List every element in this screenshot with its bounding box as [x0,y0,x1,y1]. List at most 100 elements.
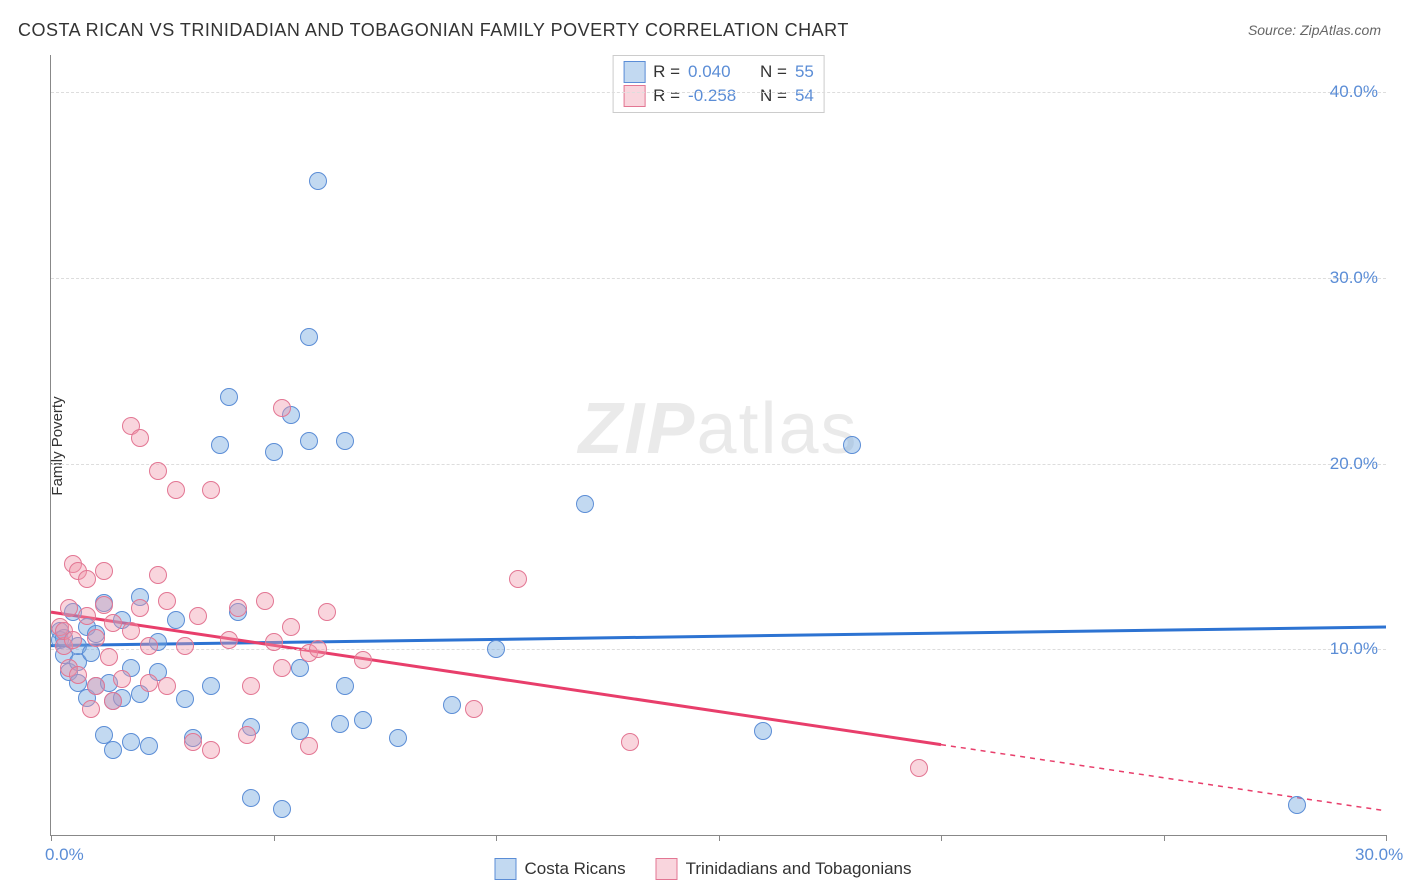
n-label: N = [760,60,787,84]
data-point-costa [389,729,407,747]
stats-legend: R =0.040N =55R =-0.258N =54 [612,55,825,113]
trendline-trinidad [51,612,941,744]
x-tick [496,835,497,841]
data-point-trinidad [95,596,113,614]
data-point-trinidad [465,700,483,718]
data-point-costa [167,611,185,629]
data-point-trinidad [87,677,105,695]
data-point-trinidad [202,481,220,499]
data-point-trinidad [69,666,87,684]
data-point-trinidad [167,481,185,499]
data-point-trinidad [122,622,140,640]
plot-area: ZIPatlas R =0.040N =55R =-0.258N =54 10.… [50,55,1386,836]
n-value-costa: 55 [795,60,814,84]
data-point-trinidad [220,631,238,649]
data-point-costa [354,711,372,729]
data-point-costa [336,677,354,695]
data-point-costa [104,741,122,759]
data-point-trinidad [318,603,336,621]
data-point-costa [336,432,354,450]
data-point-trinidad [113,670,131,688]
data-point-costa [487,640,505,658]
r-label: R = [653,60,680,84]
x-tick [941,835,942,841]
gridline [51,278,1386,279]
stat-row-trinidad: R =-0.258N =54 [623,84,814,108]
swatch-trinidad [623,85,645,107]
x-tick [1164,835,1165,841]
r-label: R = [653,84,680,108]
data-point-costa [242,789,260,807]
n-label: N = [760,84,787,108]
data-point-trinidad [273,399,291,417]
y-tick-label: 10.0% [1330,639,1378,659]
data-point-trinidad [265,633,283,651]
data-point-trinidad [140,674,158,692]
data-point-trinidad [202,741,220,759]
data-point-trinidad [229,599,247,617]
data-point-costa [300,432,318,450]
swatch-costa [623,61,645,83]
data-point-trinidad [621,733,639,751]
data-point-costa [1288,796,1306,814]
data-point-trinidad [300,737,318,755]
data-point-costa [202,677,220,695]
legend-label-costa: Costa Ricans [525,859,626,879]
data-point-trinidad [189,607,207,625]
series-legend: Costa Ricans Trinidadians and Tobagonians [495,858,912,880]
x-tick [1386,835,1387,841]
y-tick-label: 20.0% [1330,454,1378,474]
data-point-costa [331,715,349,733]
data-point-trinidad [64,631,82,649]
data-point-trinidad [354,651,372,669]
data-point-trinidad [309,640,327,658]
data-point-costa [273,800,291,818]
stat-row-costa: R = 0.040 N = 55 [623,60,814,84]
data-point-trinidad [78,607,96,625]
data-point-costa [220,388,238,406]
data-point-costa [309,172,327,190]
data-point-trinidad [131,429,149,447]
data-point-trinidad [176,637,194,655]
chart-title: COSTA RICAN VS TRINIDADIAN AND TOBAGONIA… [18,20,849,41]
x-tick-label: 0.0% [45,845,84,865]
data-point-trinidad [100,648,118,666]
legend-swatch-trinidad [656,858,678,880]
data-point-costa [754,722,772,740]
data-point-trinidad [78,570,96,588]
data-point-trinidad [140,637,158,655]
y-tick-label: 30.0% [1330,268,1378,288]
data-point-costa [843,436,861,454]
trendline-dashed-trinidad [941,745,1386,811]
data-point-costa [443,696,461,714]
x-tick [274,835,275,841]
data-point-costa [122,733,140,751]
data-point-trinidad [149,566,167,584]
y-tick-label: 40.0% [1330,82,1378,102]
data-point-costa [265,443,283,461]
x-tick-label: 30.0% [1355,845,1403,865]
n-value-trinidad: 54 [795,84,814,108]
data-point-trinidad [104,614,122,632]
r-value-costa: 0.040 [688,60,752,84]
data-point-trinidad [104,692,122,710]
x-tick [719,835,720,841]
data-point-trinidad [910,759,928,777]
data-point-costa [300,328,318,346]
data-point-trinidad [238,726,256,744]
legend-swatch-costa [495,858,517,880]
data-point-costa [140,737,158,755]
source-attribution: Source: ZipAtlas.com [1248,22,1381,38]
legend-item-trinidad: Trinidadians and Tobagonians [656,858,912,880]
x-tick [51,835,52,841]
data-point-trinidad [95,562,113,580]
data-point-trinidad [184,733,202,751]
data-point-trinidad [149,462,167,480]
data-point-costa [176,690,194,708]
data-point-trinidad [131,599,149,617]
data-point-trinidad [273,659,291,677]
data-point-trinidad [87,629,105,647]
data-point-trinidad [82,700,100,718]
data-point-trinidad [509,570,527,588]
gridline [51,92,1386,93]
